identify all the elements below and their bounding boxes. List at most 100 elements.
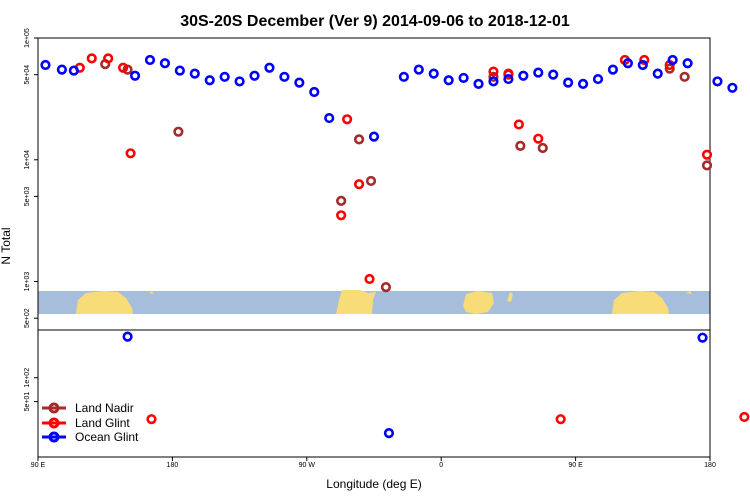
y-lower-tick-label-1: 5e+01	[24, 392, 31, 412]
legend-marker-ocean-glint	[48, 431, 60, 443]
x-tick-label-0: 90 E	[31, 462, 46, 469]
point-land-nadir-2	[173, 126, 184, 137]
point-ocean-glint-9	[204, 75, 215, 86]
point-land-glint-19	[739, 411, 750, 423]
point-land-glint-6	[336, 210, 347, 221]
x-tick-label-2: 90 W	[299, 462, 316, 469]
legend-label-ocean-glint: Ocean Glint	[75, 430, 139, 444]
point-ocean-glint-3	[122, 331, 133, 342]
legend-label-land-glint: Land Glint	[75, 416, 130, 430]
point-ocean-glint-42	[727, 82, 738, 93]
point-land-nadir-3	[336, 195, 347, 206]
point-ocean-glint-24	[458, 72, 469, 84]
y-upper-tick-label-1: 5e+04	[24, 65, 31, 85]
x-tick-label-4: 90 E	[568, 462, 583, 469]
map-land-5	[149, 291, 154, 294]
point-ocean-glint-14	[279, 71, 290, 82]
point-land-nadir-11	[664, 63, 675, 74]
plot-frame-lower	[37, 329, 711, 458]
y-axis-label: N Total	[0, 227, 13, 264]
point-ocean-glint-32	[577, 78, 589, 89]
point-land-nadir-10	[537, 142, 548, 154]
legend: Land Nadir Land Glint Ocean Glint	[42, 401, 139, 444]
x-tick-label-5: 180	[704, 462, 716, 469]
point-land-glint-2	[103, 53, 114, 64]
point-ocean-glint-25	[473, 78, 484, 89]
point-land-nadir-9	[515, 140, 526, 151]
point-land-glint-12	[513, 119, 524, 130]
chart-title: 30S-20S December (Ver 9) 2014-09-06 to 2…	[180, 13, 570, 30]
point-land-glint-10	[488, 66, 499, 77]
legend-marker-land-nadir	[48, 402, 60, 414]
map-strip	[38, 290, 710, 314]
point-land-glint-9	[364, 273, 375, 285]
data-points	[40, 53, 750, 439]
point-ocean-glint-8	[189, 68, 200, 79]
point-land-nadir-7	[488, 71, 499, 82]
point-land-nadir-4	[353, 134, 365, 145]
point-land-glint-11	[503, 68, 514, 79]
x-tick-label-1: 180	[167, 462, 179, 469]
point-ocean-glint-2	[68, 65, 79, 76]
point-land-glint-3	[118, 62, 129, 73]
point-ocean-glint-5	[144, 54, 156, 66]
point-ocean-glint-38	[667, 54, 678, 66]
point-ocean-glint-36	[637, 59, 648, 71]
point-ocean-glint-23	[443, 75, 454, 86]
legend-marker-land-glint	[48, 417, 60, 429]
point-ocean-glint-16	[309, 86, 320, 98]
point-ocean-glint-10	[219, 71, 230, 82]
point-ocean-glint-34	[607, 64, 619, 75]
y-upper-tick-label-4: 1e+03	[24, 272, 31, 292]
map-land-4	[612, 291, 669, 314]
legend-label-land-nadir: Land Nadir	[75, 401, 134, 415]
y-upper-tick-label-2: 1e+04	[24, 150, 31, 170]
y-lower-tick-label-0: 1e+02	[24, 368, 31, 388]
point-ocean-glint-0	[40, 59, 51, 71]
point-ocean-glint-19	[383, 428, 395, 439]
point-ocean-glint-6	[159, 58, 171, 69]
point-land-glint-18	[701, 149, 713, 160]
point-ocean-glint-13	[264, 62, 275, 73]
point-ocean-glint-15	[294, 77, 305, 88]
y-upper-tick-label-0: 1e+05	[24, 28, 31, 48]
point-ocean-glint-4	[129, 70, 141, 81]
point-land-glint-7	[342, 114, 353, 125]
point-ocean-glint-12	[249, 70, 260, 81]
point-land-nadir-12	[679, 71, 690, 82]
point-land-glint-13	[533, 133, 544, 144]
point-land-nadir-6	[380, 282, 392, 293]
map-land-3	[507, 292, 513, 302]
point-ocean-glint-41	[712, 76, 723, 87]
point-ocean-glint-21	[413, 64, 424, 75]
point-ocean-glint-37	[652, 68, 663, 79]
map-land-1	[336, 290, 376, 314]
point-ocean-glint-30	[548, 69, 559, 80]
x-axis-label: Longitude (deg E)	[326, 477, 421, 491]
point-land-glint-5	[146, 414, 157, 425]
point-ocean-glint-39	[682, 58, 693, 69]
point-land-glint-14	[555, 414, 566, 425]
map-land-0	[76, 291, 133, 314]
point-ocean-glint-40	[697, 332, 708, 343]
point-ocean-glint-20	[398, 71, 409, 82]
map-land-2	[463, 291, 494, 314]
point-ocean-glint-31	[563, 77, 574, 88]
point-ocean-glint-17	[324, 112, 335, 124]
y-upper-tick-label-3: 5e+03	[24, 186, 31, 206]
x-tick-label-3: 0	[439, 462, 443, 469]
point-ocean-glint-27	[503, 73, 514, 85]
map-land-6	[686, 291, 692, 294]
point-ocean-glint-7	[174, 65, 185, 76]
map-ocean	[38, 291, 710, 314]
point-ocean-glint-35	[622, 58, 633, 69]
point-ocean-glint-26	[488, 76, 499, 87]
point-ocean-glint-18	[368, 131, 380, 142]
axes: 90 E 180 90 W 0 90 E 180 1e+05 5e+04 1e+04 5e+03 1…	[24, 28, 716, 469]
point-ocean-glint-29	[533, 67, 544, 78]
point-land-glint-8	[353, 179, 365, 190]
point-land-nadir-5	[365, 175, 377, 187]
point-ocean-glint-11	[234, 76, 245, 87]
point-land-glint-16	[639, 54, 650, 66]
point-land-nadir-13	[701, 160, 713, 171]
